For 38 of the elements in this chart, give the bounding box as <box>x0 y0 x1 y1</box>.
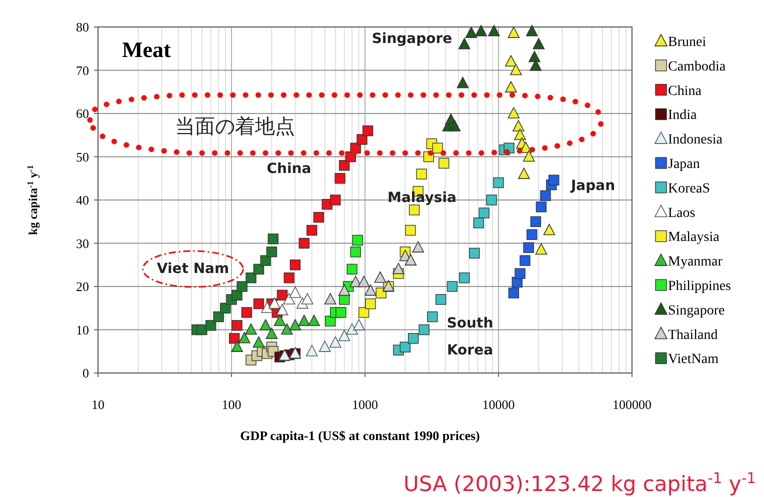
legend-label: Myanmar <box>668 254 723 270</box>
legend-label: Cambodia <box>668 59 726 74</box>
y-tick-label: 50 <box>76 149 89 164</box>
x-tick-label: 100 <box>222 397 242 412</box>
legend-label: India <box>668 108 698 124</box>
legend-label: Thailand <box>668 328 718 343</box>
annotation: South Korea <box>446 316 494 358</box>
legend-label: Laos <box>668 206 696 221</box>
y-tick-label: 70 <box>76 62 89 78</box>
x-tick-label: 100000 <box>612 397 652 412</box>
legend-label: Indonesia <box>668 132 724 148</box>
annotation: Japan <box>570 178 616 194</box>
y-tick-label: 20 <box>76 279 89 294</box>
x-tick-label: 1000 <box>352 397 378 412</box>
legend-label: China <box>668 84 702 99</box>
x-axis-title: GDP capita-1 (US$ at constant 1990 prices) <box>240 428 480 443</box>
annotation: Singapore <box>372 31 452 47</box>
y-tick-label: 40 <box>76 192 89 208</box>
annotation: China <box>266 161 312 177</box>
legend-label: Malaysia <box>668 230 720 246</box>
annotation: Malaysia <box>388 190 456 206</box>
legend-label: Brunei <box>668 35 706 50</box>
x-tick-label: 10 <box>92 397 104 412</box>
text: Meat <box>122 37 172 62</box>
legend-label: KoreaS <box>668 181 710 196</box>
annotation: 当面の着地点 <box>175 114 295 138</box>
legend-label: Philippines <box>668 279 732 294</box>
y-tick-label: 10 <box>76 322 89 338</box>
annotation: Viet Nam <box>156 261 230 277</box>
legend-label: Japan <box>668 157 700 172</box>
text: USA (2003):123.42 kg capita$^{-1}$ y$^{-1}$ <box>404 470 756 496</box>
y-tick-label: 60 <box>76 106 89 121</box>
y-tick-label: 30 <box>76 236 89 251</box>
legend-label: VietNam <box>668 352 719 368</box>
y-tick-label: 80 <box>76 20 89 34</box>
x-tick-label: 10000 <box>482 397 515 412</box>
y-tick-label: 0 <box>82 366 89 380</box>
legend-label: Singapore <box>668 303 725 318</box>
